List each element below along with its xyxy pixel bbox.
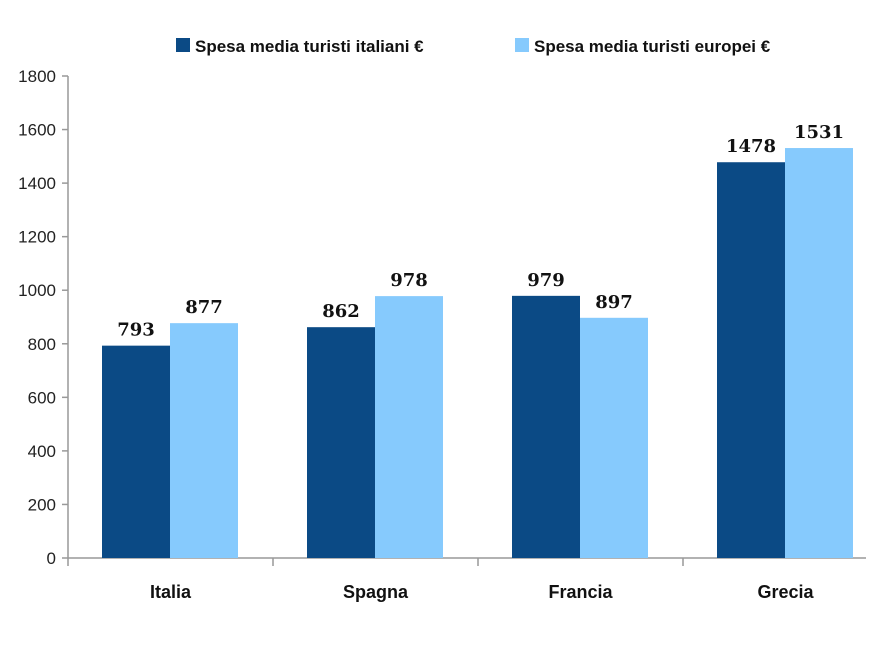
x-tick-label: Francia	[548, 582, 613, 602]
y-tick-label: 1000	[18, 281, 56, 300]
y-tick-label: 200	[28, 495, 56, 514]
legend-swatch-italiani	[176, 38, 190, 52]
data-label: 1478	[726, 136, 776, 157]
data-label: 978	[390, 270, 428, 291]
legend-swatch-europei	[515, 38, 529, 52]
x-tick-label: Spagna	[343, 582, 409, 602]
legend-label-europei: Spesa media turisti europei €	[534, 37, 771, 56]
y-tick-label: 1800	[18, 67, 56, 86]
bars: 793 877 862 978 979 897 1478 1531	[102, 122, 853, 559]
axes: 0 200 400 600 800 1000 1200 1400 1600 1800 Italia S…	[18, 67, 866, 602]
bar-spagna-series-1	[307, 327, 375, 558]
data-label: 793	[117, 320, 155, 341]
bar-francia-series-2	[580, 317, 648, 558]
y-tick-label: 1400	[18, 174, 56, 193]
data-label: 979	[527, 270, 565, 291]
y-tick-label: 600	[28, 388, 56, 407]
bar-spagna-series-2	[375, 296, 443, 558]
legend-label-italiani: Spesa media turisti italiani €	[195, 37, 424, 56]
data-label: 862	[322, 301, 360, 322]
y-tick-label: 400	[28, 442, 56, 461]
y-tick-label: 0	[47, 549, 56, 568]
y-tick-label: 1200	[18, 228, 56, 247]
legend: Spesa media turisti italiani € Spesa med…	[176, 37, 771, 56]
bar-italia-series-1	[102, 345, 170, 558]
bar-italia-series-2	[170, 323, 238, 558]
x-tick-label: Grecia	[757, 582, 814, 602]
data-label: 1531	[794, 122, 844, 143]
bar-grecia-series-1	[717, 162, 785, 559]
y-tick-label: 1600	[18, 121, 56, 140]
data-label: 897	[595, 292, 633, 313]
bar-grecia-series-2	[785, 148, 853, 558]
x-tick-label: Italia	[150, 582, 192, 602]
data-label: 877	[185, 297, 223, 318]
y-tick-label: 800	[28, 335, 56, 354]
bar-francia-series-1	[512, 295, 580, 558]
